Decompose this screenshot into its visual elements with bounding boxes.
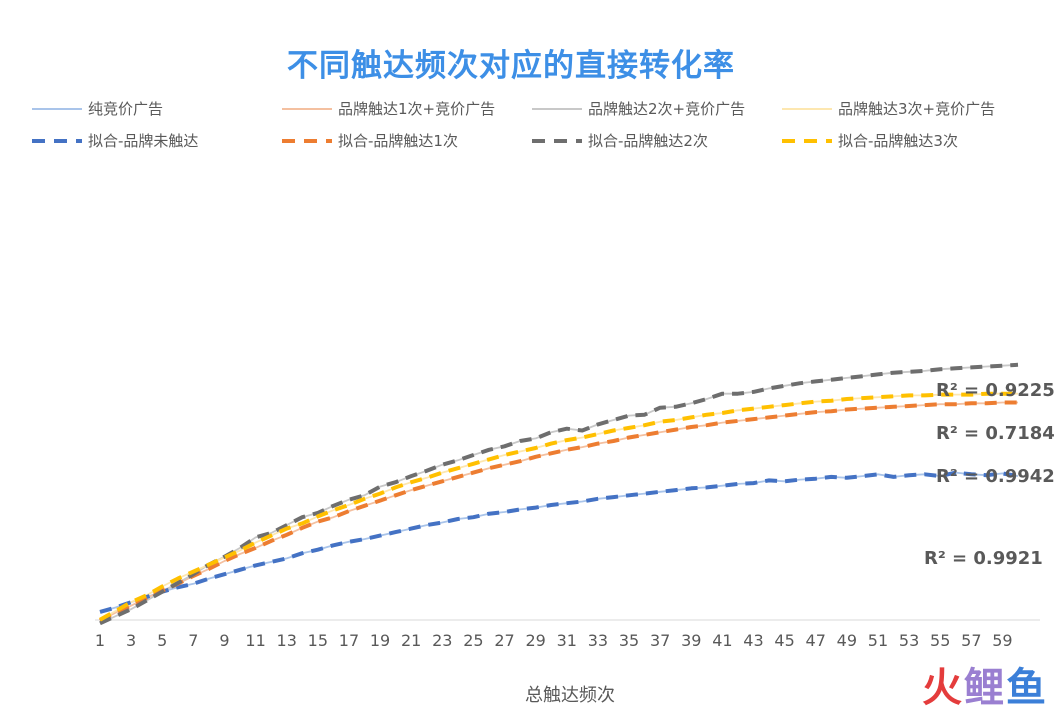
legend-swatch [282, 107, 332, 110]
logo-part-3: 鱼 [1006, 665, 1048, 711]
r-squared-label: R² = 0.9942 [936, 466, 1055, 487]
r-squared-label: R² = 0.9225 [936, 380, 1055, 401]
series-line-fit [99, 470, 1019, 614]
x-tick-label: 29 [525, 631, 545, 650]
x-tick-label: 21 [401, 631, 421, 650]
x-tick-label: 49 [837, 631, 857, 650]
series-line-fit [99, 400, 1018, 623]
legend-label: 拟合-品牌未触达 [88, 132, 199, 150]
x-tick-label: 41 [712, 631, 732, 650]
x-axis-label: 总触达频次 [525, 685, 615, 706]
series-line-raw [99, 363, 1019, 625]
x-tick-label: 59 [992, 631, 1012, 650]
x-tick-label: 25 [463, 631, 483, 650]
legend-swatch [32, 138, 82, 143]
chart-title: 不同触达频次对应的直接转化率 [287, 48, 735, 84]
series-line-fit [99, 362, 1019, 626]
x-tick-label: 1 [95, 631, 105, 650]
legend-swatch [282, 138, 332, 143]
x-tick-label: 33 [588, 631, 608, 650]
x-tick-label: 37 [650, 631, 670, 650]
legend-item: 品牌触达1次+竞价广告 [282, 98, 495, 119]
legend-item: 拟合-品牌触达3次 [782, 130, 958, 151]
legend-label: 纯竞价广告 [88, 100, 164, 118]
legend-item: 拟合-品牌触达1次 [282, 130, 458, 151]
x-tick-label: 9 [219, 631, 229, 650]
legend-item: 拟合-品牌触达2次 [532, 130, 708, 151]
legend-label: 品牌触达3次+竞价广告 [838, 100, 996, 118]
series-line-raw [99, 392, 1018, 621]
x-tick-label: 3 [126, 631, 136, 650]
series-line-raw [99, 401, 1018, 622]
legend-swatch [782, 107, 832, 110]
x-tick-label: 31 [557, 631, 577, 650]
x-tick-label: 53 [899, 631, 919, 650]
r-squared-label: R² = 0.7184 [936, 423, 1055, 444]
legend-label: 品牌触达1次+竞价广告 [338, 100, 496, 118]
x-tick-label: 27 [494, 631, 514, 650]
legend-label: 拟合-品牌触达2次 [588, 132, 708, 150]
x-tick-label: 57 [961, 631, 981, 650]
series-line-raw [99, 471, 1019, 613]
x-tick-label: 13 [277, 631, 297, 650]
x-tick-label: 55 [930, 631, 950, 650]
logo-part-2: 鲤 [964, 665, 1006, 711]
logo-watermark: 火鲤鱼 [922, 655, 1048, 713]
x-tick-label: 39 [681, 631, 701, 650]
x-tick-label: 15 [308, 631, 328, 650]
logo-part-1: 火 [922, 665, 964, 711]
legend-item: 品牌触达3次+竞价广告 [782, 98, 995, 119]
x-tick-label: 23 [432, 631, 452, 650]
r-squared-label: R² = 0.9921 [924, 548, 1043, 569]
x-tick-label: 19 [370, 631, 390, 650]
x-tick-label: 43 [743, 631, 763, 650]
x-tick-label: 35 [619, 631, 639, 650]
legend-label: 拟合-品牌触达1次 [338, 132, 458, 150]
legend-label: 拟合-品牌触达3次 [838, 132, 958, 150]
legend-swatch [532, 107, 582, 110]
x-tick-label: 7 [188, 631, 198, 650]
x-tick-label: 5 [157, 631, 167, 650]
x-tick-label: 51 [868, 631, 888, 650]
legend-swatch [782, 138, 832, 143]
legend-item: 品牌触达2次+竞价广告 [532, 98, 745, 119]
x-tick-label: 11 [245, 631, 265, 650]
series-line-fit [99, 391, 1018, 622]
legend-item: 拟合-品牌未触达 [32, 130, 198, 151]
legend-swatch [32, 107, 82, 110]
x-tick-label: 45 [774, 631, 794, 650]
x-tick-label: 47 [806, 631, 826, 650]
legend-item: 纯竞价广告 [32, 98, 163, 119]
legend-swatch [532, 138, 582, 143]
x-tick-label: 17 [339, 631, 359, 650]
legend-label: 品牌触达2次+竞价广告 [588, 100, 746, 118]
